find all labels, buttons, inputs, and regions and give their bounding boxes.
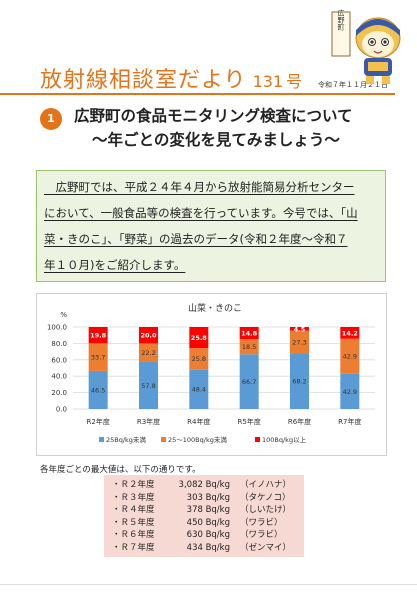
max-row-label: ・Ｒ３年度 xyxy=(112,492,155,503)
section-title: 広野町の食品モニタリング検査について xyxy=(74,107,353,125)
bar-value-label: 14.8 xyxy=(241,330,258,338)
bar-segment xyxy=(239,354,259,409)
max-values-caption: 各年度ごとの最大値は、以下の通りです。 xyxy=(40,465,201,475)
newsletter-title: 放射線相談室だより 131 号 xyxy=(40,62,303,94)
bar-value-label: 27.3 xyxy=(292,338,306,346)
section-subtitle: ～年ごとの変化を見てみましょう～ xyxy=(92,131,340,149)
legend-label: 25～100Bq/kg未満 xyxy=(168,435,227,444)
max-row-label: ・Ｒ５年度 xyxy=(112,517,155,528)
bar-value-label: 22.2 xyxy=(141,349,155,357)
bar-segment xyxy=(340,338,360,374)
x-tick-label: R2年度 xyxy=(87,417,110,426)
bar-value-label: 33.7 xyxy=(91,354,105,362)
max-row-label: ・Ｒ６年度 xyxy=(112,530,155,540)
bar-segment xyxy=(189,327,209,349)
bar-segment xyxy=(340,327,360,339)
max-row-item: （しいたけ） xyxy=(240,505,292,515)
legend-swatch xyxy=(99,437,104,442)
bar-value-label: 19.8 xyxy=(90,332,107,340)
bar-value-label: 57.8 xyxy=(141,382,155,390)
legend-swatch xyxy=(161,437,166,442)
intro-line: 年１０月)をご紹介します。 xyxy=(44,258,186,272)
bar-segment xyxy=(290,353,309,409)
bar-segment xyxy=(290,330,309,354)
max-row-label: ・Ｒ７年度 xyxy=(112,542,155,553)
legend-swatch xyxy=(255,437,260,442)
issue-date: 令和７年１１月２１日 xyxy=(318,81,388,89)
max-row-item: （ゼンマイ） xyxy=(240,542,292,553)
header-rule xyxy=(0,93,395,95)
newsletter-name: 放射線相談室だより xyxy=(40,68,247,93)
bar-value-label: 18.5 xyxy=(242,343,256,351)
mascot-illustration: 広野町 xyxy=(331,9,401,84)
x-tick-label: R4年度 xyxy=(187,417,210,426)
max-row-label: ・Ｒ２年度 xyxy=(112,480,155,490)
x-tick-label: R6年度 xyxy=(288,417,311,426)
y-tick-label: 0.0 xyxy=(56,406,67,414)
bar-segment xyxy=(139,361,158,409)
bar-value-label: 68.2 xyxy=(292,378,306,386)
y-tick-label: 60.0 xyxy=(51,356,67,364)
legend-label: 100Bq/kg以上 xyxy=(262,435,307,444)
bar-segment xyxy=(139,327,158,344)
bar-segment xyxy=(189,348,209,370)
chart-title: 山菜・きのこ xyxy=(188,302,242,314)
max-row-value: 3,082 Bq/kg xyxy=(178,480,230,490)
mascot-sign-text: 広野町 xyxy=(337,9,345,31)
max-row-value: 450 Bq/kg xyxy=(186,517,230,528)
page-bottom-rule xyxy=(0,584,417,585)
bar-segment xyxy=(88,370,108,409)
max-row-value: 378 Bq/kg xyxy=(186,505,230,515)
max-row-item: （ワラビ） xyxy=(240,517,283,528)
bar-value-label: 48.4 xyxy=(192,386,206,394)
bar-segment xyxy=(239,327,259,340)
issue-suffix: 号 xyxy=(286,72,304,91)
intro-box: 広野町では、平成２４年４月から放射能簡易分析センター において、一般食品等の検査… xyxy=(36,170,386,282)
max-row-item: （タケノコ） xyxy=(240,492,291,503)
max-row-value: 303 Bq/kg xyxy=(186,492,230,503)
intro-line: において、一般食品等の検査を行っています。今号では、「山 xyxy=(44,206,358,220)
max-row-value: 630 Bq/kg xyxy=(186,530,230,540)
x-tick-label: R7年度 xyxy=(338,417,361,426)
bar-segment xyxy=(290,327,309,331)
max-row-item: （イノハナ） xyxy=(240,480,292,490)
y-tick-label: 80.0 xyxy=(51,340,67,348)
section-number-badge: 1 xyxy=(40,108,62,130)
max-row-item: （ワラビ） xyxy=(240,530,283,540)
max-row-value: 434 Bq/kg xyxy=(186,542,230,553)
bar-segment xyxy=(88,343,108,371)
bar-value-label: 25.8 xyxy=(191,334,208,342)
stacked-bar-chart: 山菜・きのこ% 0.0 20.0 40.0 60.0 80.0 100.0 46.5 33.7 1… xyxy=(47,302,375,444)
y-tick-label: 100.0 xyxy=(47,324,67,332)
bar-segment xyxy=(239,339,259,355)
bar-value-label: 42.9 xyxy=(343,353,357,361)
bar-segment xyxy=(139,343,158,362)
chart-container: 山菜・きのこ% 0.0 20.0 40.0 60.0 80.0 100.0 46.5 33.7 1… xyxy=(36,293,387,456)
bar-value-label: 20.0 xyxy=(140,332,157,340)
bar-value-label: 14.2 xyxy=(342,329,358,337)
legend-label: 25Bq/kg未満 xyxy=(106,435,146,444)
bar-value-label: 4.5 xyxy=(294,325,306,333)
x-tick-label: R5年度 xyxy=(238,417,261,426)
bar-value-label: 25.8 xyxy=(192,355,206,363)
y-tick-label: 20.0 xyxy=(51,389,67,397)
intro-line: 広野町では、平成２４年４月から放射能簡易分析センター xyxy=(44,180,355,194)
bar-value-label: 42.9 xyxy=(343,388,357,396)
y-axis-unit: % xyxy=(60,311,67,319)
x-tick-label: R3年度 xyxy=(137,417,160,426)
bar-segment xyxy=(189,369,209,409)
intro-line: 菜・きのこ」、「野菜」の過去のデータ(令和２年度～令和７ xyxy=(44,232,348,246)
max-row-label: ・Ｒ４年度 xyxy=(112,505,155,515)
bar-segment xyxy=(340,373,360,409)
y-tick-label: 40.0 xyxy=(51,373,67,381)
bar-segment xyxy=(88,327,108,344)
max-values-box: ・Ｒ２年度 3,082 Bq/kg （イノハナ） ・Ｒ３年度 303 Bq/kg （タケノ… xyxy=(104,475,304,557)
issue-number: 131 xyxy=(252,72,284,91)
bar-value-label: 66.7 xyxy=(242,378,256,386)
bar-value-label: 46.5 xyxy=(91,386,105,394)
